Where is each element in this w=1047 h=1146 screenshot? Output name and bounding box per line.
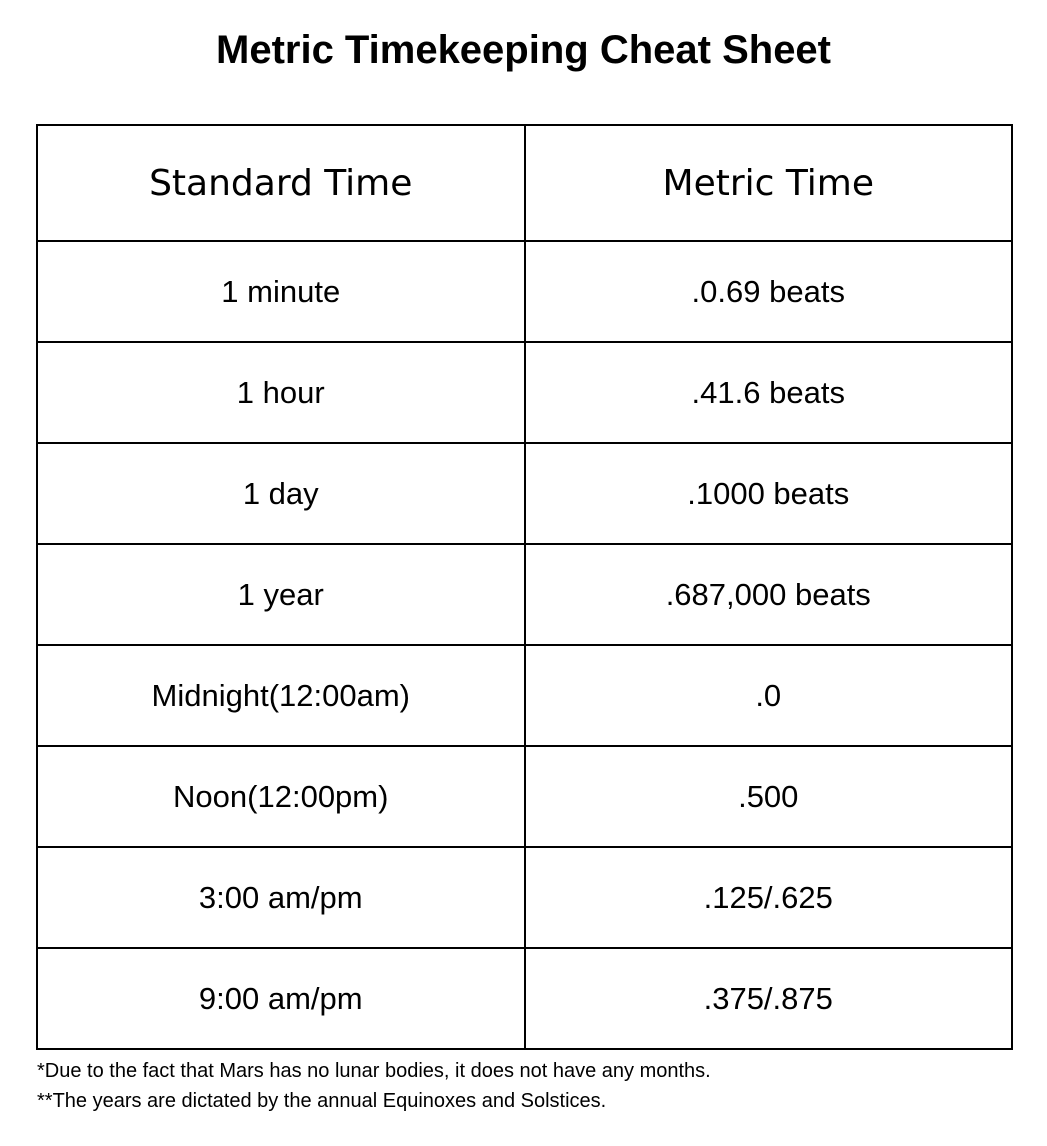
footnote-months: *Due to the fact that Mars has no lunar … (37, 1060, 711, 1082)
metric-time-cell: .125/.625 (523, 846, 1013, 949)
table-row: 1 day .1000 beats (36, 442, 1013, 545)
metric-time-cell: .500 (523, 745, 1013, 848)
page-title: Metric Timekeeping Cheat Sheet (216, 28, 831, 72)
table-header-row: Standard Time Metric Time (36, 124, 1013, 242)
table-row: Noon(12:00pm) .500 (36, 745, 1013, 848)
metric-time-cell: .1000 beats (523, 442, 1013, 545)
metric-time-cell: .0 (523, 644, 1013, 747)
standard-time-cell: 1 minute (36, 240, 526, 343)
standard-time-cell: Midnight(12:00am) (36, 644, 526, 747)
table-row: 3:00 am/pm .125/.625 (36, 846, 1013, 949)
footnotes: *Due to the fact that Mars has no lunar … (37, 1056, 1017, 1116)
standard-time-cell: 1 hour (36, 341, 526, 444)
footnote-years: **The years are dictated by the annual E… (37, 1090, 607, 1112)
table-row: 1 minute .0.69 beats (36, 240, 1013, 343)
standard-time-cell: 1 day (36, 442, 526, 545)
standard-time-cell: Noon(12:00pm) (36, 745, 526, 848)
table-row: 9:00 am/pm .375/.875 (36, 947, 1013, 1050)
table-row: 1 year .687,000 beats (36, 543, 1013, 646)
metric-time-cell: .375/.875 (523, 947, 1013, 1050)
cheat-sheet-table: Standard Time Metric Time 1 minute .0.69… (36, 124, 1013, 1050)
header-metric-time: Metric Time (523, 124, 1013, 242)
metric-time-cell: .0.69 beats (523, 240, 1013, 343)
standard-time-cell: 9:00 am/pm (36, 947, 526, 1050)
standard-time-cell: 1 year (36, 543, 526, 646)
table-row: Midnight(12:00am) .0 (36, 644, 1013, 747)
standard-time-cell: 3:00 am/pm (36, 846, 526, 949)
metric-time-cell: .41.6 beats (523, 341, 1013, 444)
metric-time-cell: .687,000 beats (523, 543, 1013, 646)
header-standard-time: Standard Time (36, 124, 526, 242)
table-row: 1 hour .41.6 beats (36, 341, 1013, 444)
